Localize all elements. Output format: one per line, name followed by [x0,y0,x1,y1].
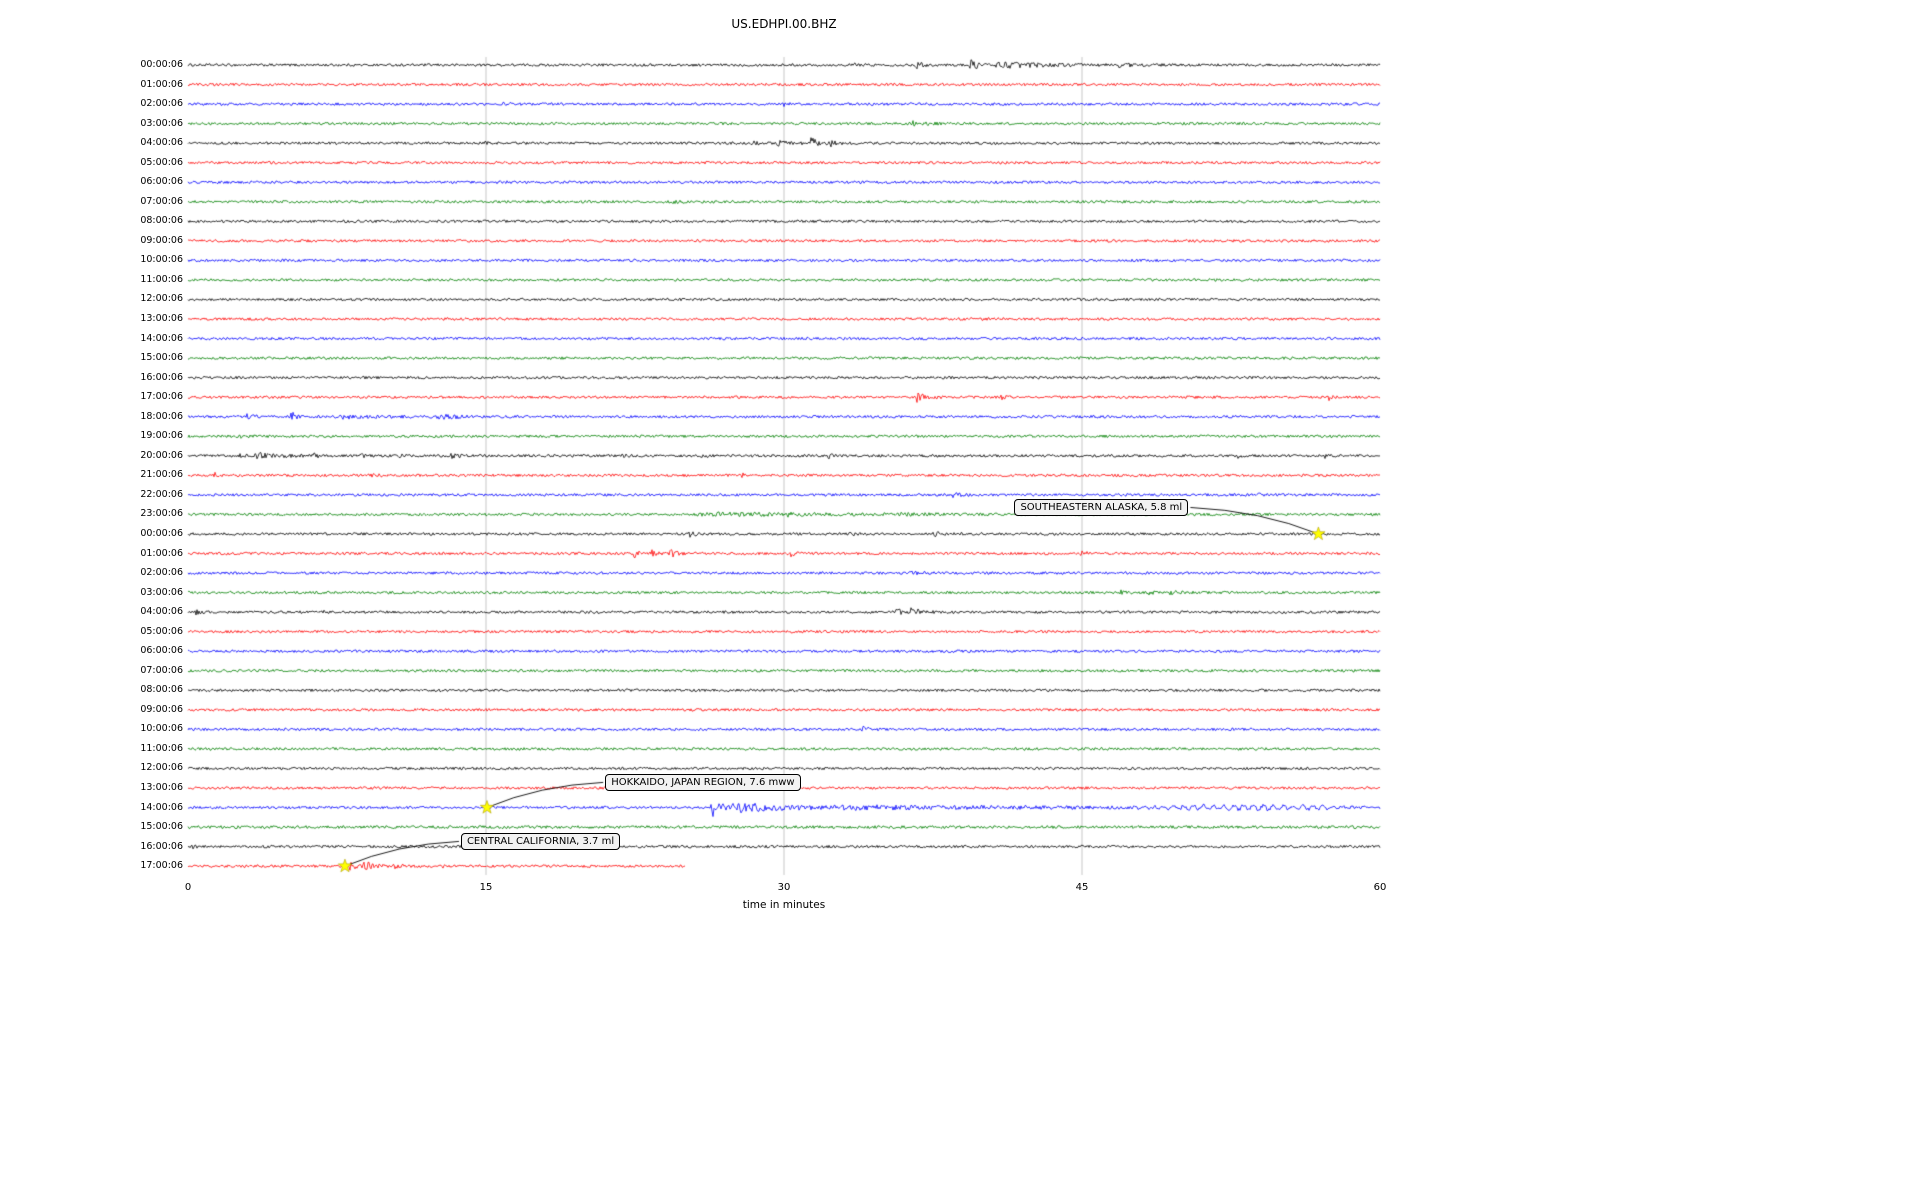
trace-time-label: 14:00:06 [140,332,183,344]
trace-time-label: 18:00:06 [140,410,183,422]
trace-time-label: 02:00:06 [140,567,183,579]
trace-time-label: 10:00:06 [140,723,183,735]
trace-time-label: 06:00:06 [140,645,183,657]
trace-time-label: 07:00:06 [140,664,183,676]
trace-time-label: 05:00:06 [140,156,183,168]
trace-time-label: 12:00:06 [140,762,183,774]
trace-time-label: 01:00:06 [140,547,183,559]
trace-time-label: 09:00:06 [140,234,183,246]
trace-time-label: 09:00:06 [140,703,183,715]
x-tick-label: 30 [777,882,791,893]
x-tick-label: 45 [1075,882,1089,893]
trace-time-label: 19:00:06 [140,430,183,442]
trace-time-label: 00:00:06 [140,59,183,70]
event-label: CENTRAL CALIFORNIA, 3.7 ml [460,832,621,850]
trace-time-label: 17:00:06 [140,860,183,872]
trace-time-label: 16:00:06 [140,840,183,852]
trace-time-label: 17:00:06 [140,391,183,403]
trace-time-label: 04:00:06 [140,137,183,149]
trace-time-label: 10:00:06 [140,254,183,266]
trace-time-label: 11:00:06 [140,742,183,754]
x-tick-label: 60 [1373,882,1387,893]
x-tick-label: 15 [479,882,493,893]
trace-time-label: 08:00:06 [140,215,183,227]
trace-time-label: 01:00:06 [140,78,183,90]
trace-time-label: 04:00:06 [140,606,183,618]
trace-time-label: 15:00:06 [140,821,183,833]
trace-time-label: 11:00:06 [140,273,183,285]
trace-time-label: 13:00:06 [140,313,183,325]
trace-time-label: 07:00:06 [140,195,183,207]
trace-time-label: 16:00:06 [140,371,183,383]
trace-time-label: 03:00:06 [140,586,183,598]
trace-time-label: 03:00:06 [140,117,183,129]
trace-time-label: 23:00:06 [140,508,183,520]
trace-time-label: 02:00:06 [140,98,183,110]
trace-time-label: 00:00:06 [140,527,183,539]
trace-time-label: 05:00:06 [140,625,183,637]
trace-time-label: 13:00:06 [140,781,183,793]
event-label: SOUTHEASTERN ALASKA, 5.8 ml [1014,498,1189,516]
trace-time-label: 21:00:06 [140,469,183,481]
trace-time-label: 12:00:06 [140,293,183,305]
x-tick-label: 0 [184,882,192,893]
trace-time-label: 22:00:06 [140,488,183,500]
trace-time-label: 15:00:06 [140,352,183,364]
event-label: HOKKAIDO, JAPAN REGION, 7.6 mww [605,773,801,791]
trace-time-label: 14:00:06 [140,801,183,813]
x-axis-label: time in minutes [742,899,826,911]
trace-time-label: 06:00:06 [140,176,183,188]
trace-time-label: 20:00:06 [140,449,183,461]
trace-time-label: 08:00:06 [140,684,183,696]
